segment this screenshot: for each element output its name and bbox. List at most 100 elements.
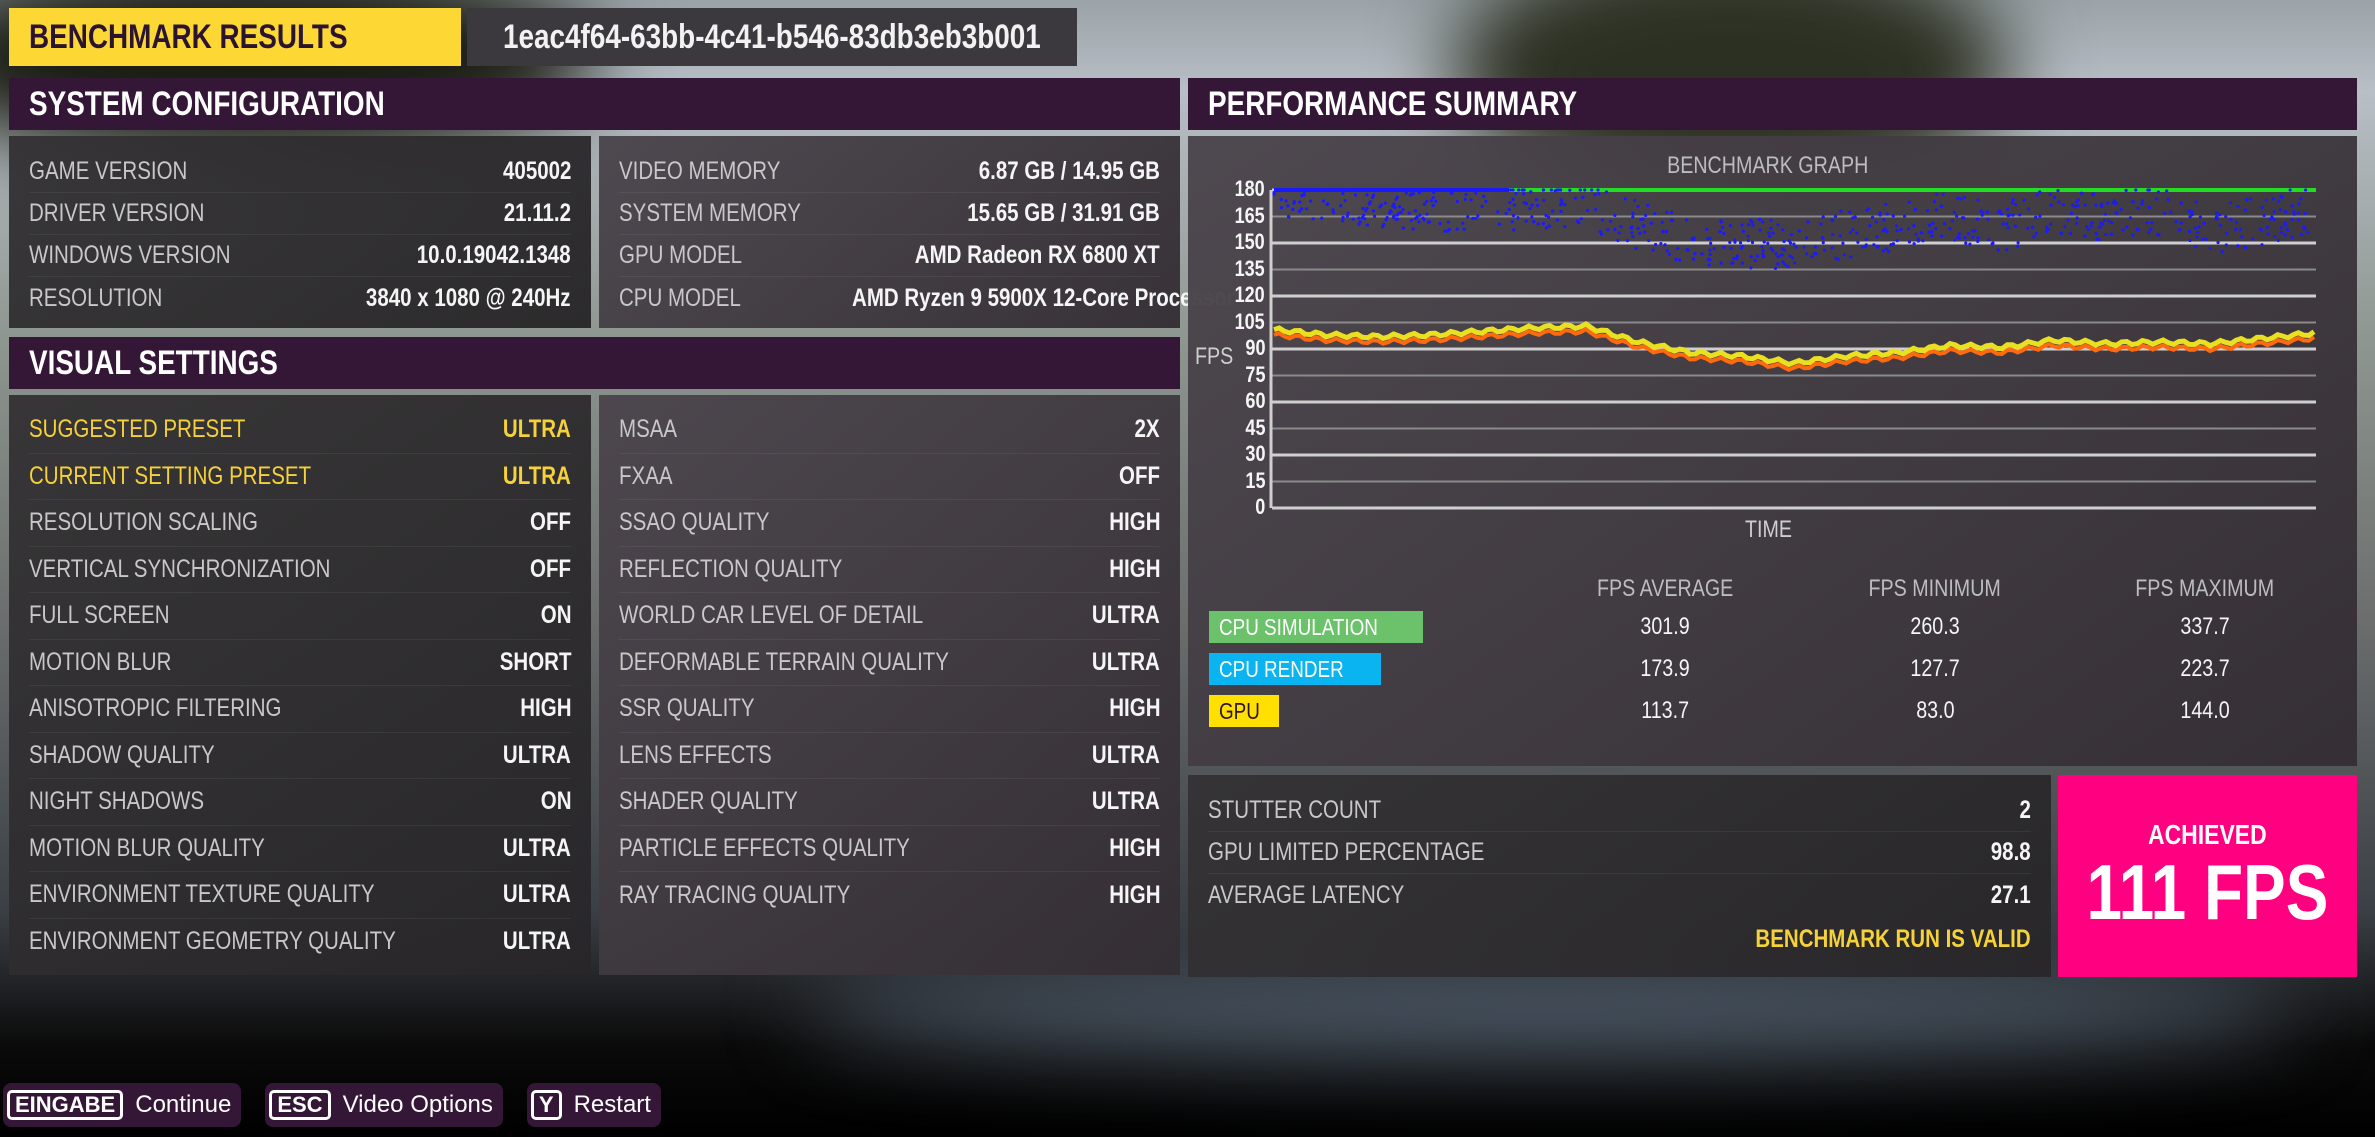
cpu-render-point [1404, 191, 1408, 195]
cpu-render-point [1455, 199, 1459, 204]
cpu-render-point [1361, 213, 1366, 217]
cpu-render-point [1349, 188, 1353, 192]
cpu-render-point [1541, 188, 1546, 192]
cpu-render-point [1463, 197, 1467, 201]
cpu-render-point [1955, 214, 1959, 218]
cpu-render-point [1446, 220, 1451, 224]
cpu-render-point [1450, 191, 1454, 195]
setting-value: ULTRA [1092, 647, 1160, 676]
footer-button-label: Continue [135, 1091, 232, 1118]
cpu-render-point [2279, 208, 2283, 212]
cpu-render-point [1631, 234, 1635, 239]
validity-status-text: BENCHMARK RUN IS VALID [1755, 925, 2031, 953]
y-tick-label: 15 [1244, 467, 1265, 493]
cpu-render-point [1762, 240, 1766, 244]
cpu-render-point [2110, 221, 2114, 225]
cpu-render-point [2011, 198, 2015, 202]
cpu-render-point [1504, 211, 1508, 216]
cpu-render-point [2228, 201, 2233, 205]
cpu-render-point [2306, 230, 2310, 234]
cpu-render-point [1979, 209, 1983, 213]
cpu-render-point [2288, 188, 2292, 192]
cpu-render-point [1999, 212, 2004, 216]
cpu-render-point [1629, 226, 1633, 230]
cpu-render-point [1718, 229, 1722, 234]
cpu-render-point [2224, 231, 2229, 236]
cpu-render-point [1575, 219, 1580, 223]
cpu-render-point [1848, 210, 1852, 214]
cpu-render-point [1279, 206, 1284, 210]
cpu-render-point [1875, 245, 1879, 249]
cpu-render-point [1930, 230, 1934, 234]
footer-button-continue[interactable]: EINGABE Continue [3, 1083, 242, 1127]
cpu-render-point [1573, 196, 1577, 200]
cpu-render-point [1976, 198, 1980, 202]
cpu-render-point [2174, 220, 2178, 224]
cpu-render-point [1930, 234, 1934, 238]
cpu-render-point [1804, 236, 1809, 240]
cpu-render-point [2249, 197, 2253, 201]
cpu-render-point [1547, 224, 1551, 228]
cpu-render-point [1563, 203, 1567, 207]
cpu-render-point [2140, 201, 2144, 206]
cpu-render-point [1467, 188, 1472, 192]
setting-value: ULTRA [503, 880, 571, 909]
cpu-render-point [1757, 217, 1762, 221]
cpu-render-point [2179, 201, 2183, 205]
cpu-render-point [1976, 239, 1980, 243]
cpu-render-point [1432, 190, 1436, 195]
cpu-render-point [1882, 218, 1886, 222]
cpu-render-point [1987, 238, 1991, 242]
setting-label: RAY TRACING QUALITY [619, 880, 851, 909]
cpu-render-point [2290, 235, 2294, 239]
cpu-render-point [2119, 207, 2123, 211]
cpu-render-point [2290, 217, 2294, 222]
cpu-render-point [1379, 203, 1383, 207]
cpu-render-point [2089, 224, 2093, 228]
cpu-render-point [1476, 214, 1480, 218]
setting-label: CPU MODEL [619, 283, 741, 312]
cpu-render-point [1788, 241, 1793, 245]
footer-button-restart[interactable]: Y Restart [526, 1083, 661, 1127]
footer-button-video-options[interactable]: ESC Video Options [265, 1083, 503, 1127]
metrics-panel: STUTTER COUNT 2 GPU LIMITED PERCENTAGE 98.8… [1188, 775, 2051, 977]
cpu-render-point [2224, 243, 2228, 247]
setting-value: 98.8 [1991, 838, 2031, 866]
setting-value: OFF [530, 508, 571, 537]
cpu-render-point [2006, 214, 2010, 218]
cpu-render-point [1750, 220, 1754, 224]
cpu-render-point [1738, 241, 1743, 245]
cpu-render-point [2097, 238, 2101, 242]
cpu-render-point [1810, 254, 1814, 259]
cpu-render-point [1524, 219, 1528, 223]
cpu-render-point [2099, 221, 2103, 225]
setting-row: SYSTEM MEMORY 15.65 GB / 31.91 GB [619, 193, 1160, 235]
cpu-render-point [1317, 188, 1321, 192]
cpu-render-point [1788, 254, 1792, 258]
cpu-render-point [2238, 227, 2243, 232]
cpu-render-point [1830, 218, 1834, 222]
setting-row: STUTTER COUNT 2 [1208, 790, 2031, 832]
cpu-render-point [1411, 227, 1415, 231]
cpu-render-point [1746, 223, 1751, 227]
cpu-render-point [1665, 210, 1669, 214]
cpu-render-point [1590, 188, 1594, 192]
cpu-render-point [1758, 228, 1762, 232]
setting-row: GPU LIMITED PERCENTAGE 98.8 [1208, 832, 2031, 874]
cpu-render-point [1957, 236, 1961, 240]
cpu-render-point [1976, 236, 1980, 240]
setting-label: SSAO QUALITY [619, 508, 770, 537]
setting-label: AVERAGE LATENCY [1208, 880, 1405, 909]
cpu-render-point [1735, 257, 1739, 261]
cpu-render-point [2049, 203, 2053, 207]
footer-button-label: Restart [573, 1091, 651, 1118]
cpu-render-point [1372, 209, 1376, 213]
cpu-render-point [1307, 188, 1311, 192]
cpu-render-point [1842, 253, 1846, 257]
cpu-render-point [1358, 220, 1362, 224]
cpu-render-point [1768, 234, 1772, 238]
cpu-render-point [1786, 265, 1790, 269]
cpu-render-point [2014, 202, 2018, 207]
cpu-render-point [1719, 261, 1723, 265]
cpu-render-point [1638, 231, 1642, 235]
